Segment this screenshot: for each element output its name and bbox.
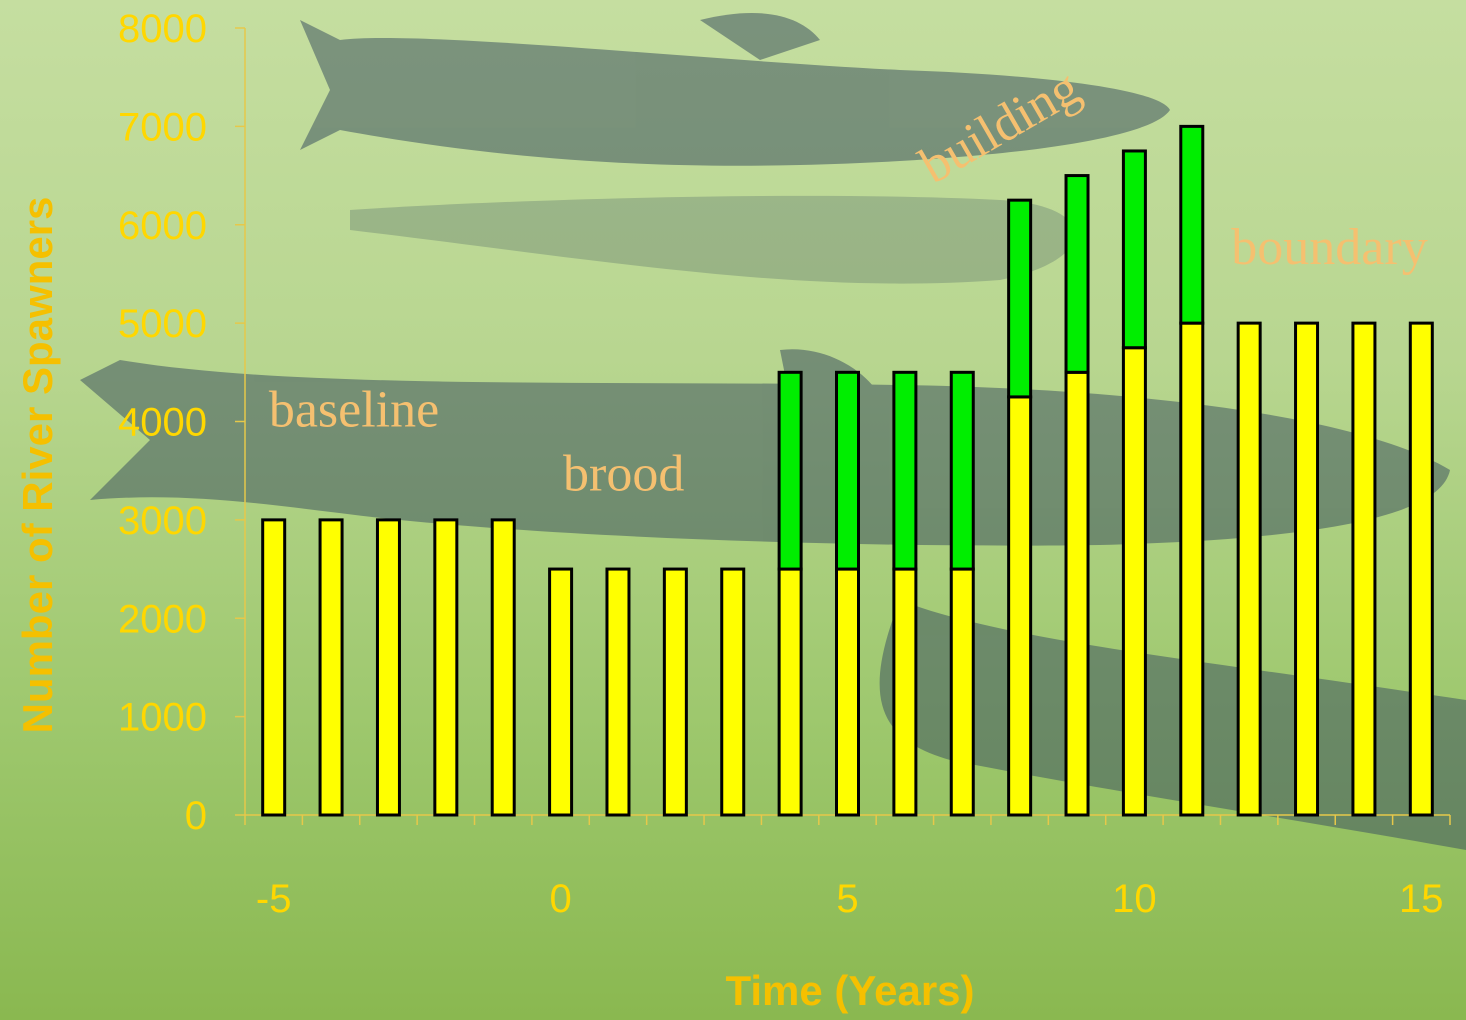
bar-segment-river xyxy=(433,518,459,817)
annotation-building: building xyxy=(911,59,1090,195)
y-axis-title: Number of River Spawners xyxy=(14,197,61,734)
x-tick-label: 0 xyxy=(549,877,571,921)
bar-segment-river xyxy=(318,518,344,817)
bar-segment-added xyxy=(1064,174,1090,374)
y-tick-label: 7000 xyxy=(118,105,207,149)
bar-segment-river xyxy=(1007,395,1033,817)
annotation-brood: brood xyxy=(563,445,684,502)
y-tick-label: 2000 xyxy=(118,597,207,641)
y-tick-label: 0 xyxy=(185,794,207,838)
y-tick-label: 3000 xyxy=(118,499,207,543)
x-axis-title: Time (Years) xyxy=(725,967,974,1014)
bar-segment-river xyxy=(1351,321,1377,817)
bar-segment-added xyxy=(835,370,860,571)
y-tick-label: 4000 xyxy=(118,401,207,445)
bar-segment-river xyxy=(1064,370,1090,817)
bar-segment-added xyxy=(777,370,803,571)
bar-segment-river xyxy=(662,567,688,817)
y-tick-label: 6000 xyxy=(118,204,207,248)
bar-segment-added xyxy=(1007,198,1033,399)
annotation-boundary: boundary xyxy=(1231,219,1427,276)
y-tick-label: 8000 xyxy=(118,7,207,51)
y-tick-label: 1000 xyxy=(118,696,207,740)
bar-segment-river xyxy=(375,518,401,817)
bar-segment-river xyxy=(1294,321,1320,817)
x-tick-label: 5 xyxy=(836,877,858,921)
y-tick-label: 5000 xyxy=(118,302,207,346)
bar-segment-river xyxy=(261,518,287,817)
bar-segment-river xyxy=(720,567,746,817)
annotation-baseline: baseline xyxy=(269,381,439,438)
bar-segment-added xyxy=(1179,124,1205,325)
bar-segment-river xyxy=(1121,346,1147,817)
bar-segment-river xyxy=(777,567,803,817)
bar-segment-added xyxy=(949,370,975,571)
bar-segment-river xyxy=(835,567,860,817)
bar-segment-added xyxy=(892,370,918,571)
x-tick-label: 15 xyxy=(1399,877,1444,921)
bar-segment-added xyxy=(1121,149,1147,350)
bar-segment-river xyxy=(892,567,918,817)
bar-segment-river xyxy=(949,567,975,817)
bar-segment-river xyxy=(605,567,631,817)
x-tick-label: 10 xyxy=(1112,877,1157,921)
bar-segment-river xyxy=(1179,321,1205,817)
x-tick-label: -5 xyxy=(256,877,292,921)
bar-segment-river xyxy=(1408,321,1434,817)
bar-segment-river xyxy=(1236,321,1262,817)
bar-segment-river xyxy=(548,567,574,817)
bar-segment-river xyxy=(490,518,516,817)
